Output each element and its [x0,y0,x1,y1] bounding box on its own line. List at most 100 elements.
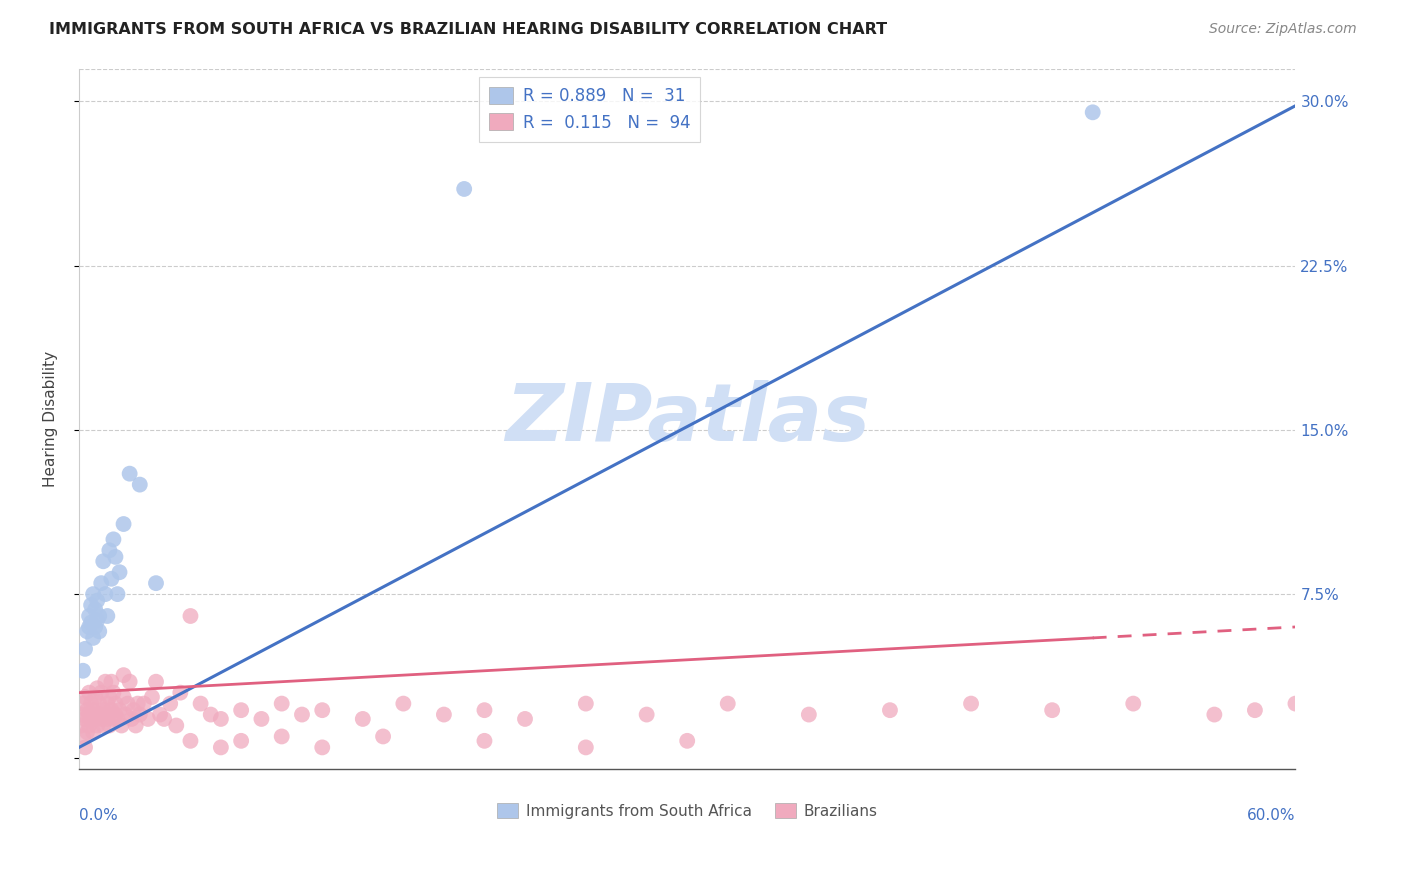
Point [136,712,159,726]
Point [179,734,201,748]
Point [575,740,598,755]
Point [270,730,292,744]
Point [125,718,148,732]
Point [960,697,983,711]
Point [89,697,111,711]
Point [98,690,121,704]
Point [169,686,191,700]
Point [91,703,114,717]
Point [73,740,96,755]
Point [70,718,93,732]
Point [676,734,699,748]
Point [72,664,94,678]
Point [513,712,536,726]
Point [1284,697,1306,711]
Point [82,703,104,717]
Point [112,516,135,531]
Text: 0.0%: 0.0% [79,808,118,822]
Point [108,703,131,717]
Point [145,674,167,689]
Point [86,593,108,607]
Point [145,576,167,591]
Point [104,707,127,722]
Point [311,740,333,755]
Point [159,697,181,711]
Text: IMMIGRANTS FROM SOUTH AFRICA VS BRAZILIAN HEARING DISABILITY CORRELATION CHART: IMMIGRANTS FROM SOUTH AFRICA VS BRAZILIA… [49,22,887,37]
Point [311,703,333,717]
Point [110,718,132,732]
Point [77,609,100,624]
Point [879,703,901,717]
Point [392,697,415,711]
Point [104,697,127,711]
Point [190,697,212,711]
Point [231,703,253,717]
Point [1081,105,1104,120]
Point [96,609,118,624]
Point [90,576,112,591]
Point [165,718,187,732]
Point [149,707,172,722]
Point [89,707,111,722]
Point [80,615,103,630]
Point [209,712,232,726]
Point [89,624,111,639]
Point [77,718,100,732]
Point [474,734,496,748]
Point [76,624,98,639]
Point [80,598,103,612]
Point [84,712,107,726]
Point [474,703,496,717]
Point [98,718,121,732]
Point [91,718,114,732]
Point [371,730,394,744]
Point [433,707,456,722]
Point [86,681,108,696]
Text: ZIPatlas: ZIPatlas [505,380,870,458]
Point [250,712,273,726]
Point [200,707,222,722]
Point [797,707,820,722]
Point [73,690,96,704]
Point [231,734,253,748]
Point [291,707,314,722]
Point [90,712,112,726]
Point [127,697,149,711]
Point [575,697,598,711]
Point [121,712,143,726]
Point [73,641,96,656]
Point [98,543,121,558]
Point [86,718,108,732]
Point [82,587,104,601]
Point [117,697,139,711]
Point [84,602,107,616]
Point [76,703,98,717]
Point [103,533,125,547]
Point [153,712,176,726]
Point [84,620,107,634]
Point [209,740,232,755]
Point [100,572,122,586]
Point [76,725,98,739]
Point [77,620,100,634]
Point [77,686,100,700]
Point [91,554,114,568]
Point [1040,703,1063,717]
Point [82,631,104,645]
Point [1204,707,1226,722]
Point [90,686,112,700]
Point [107,712,129,726]
Point [80,697,103,711]
Point [73,712,96,726]
Point [270,697,292,711]
Point [103,712,125,726]
Point [453,182,475,196]
Text: 60.0%: 60.0% [1247,808,1295,822]
Point [107,587,129,601]
Point [118,674,141,689]
Point [104,549,127,564]
Point [89,609,111,624]
Point [70,707,93,722]
Point [96,697,118,711]
Point [94,707,117,722]
